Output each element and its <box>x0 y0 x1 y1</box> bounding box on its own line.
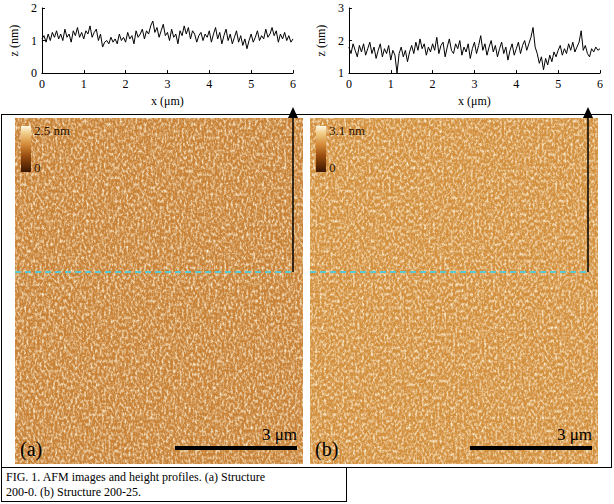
svg-text:x (μm): x (μm) <box>151 94 184 108</box>
svg-text:4: 4 <box>206 77 212 91</box>
svg-text:6: 6 <box>290 77 296 91</box>
svg-text:1: 1 <box>338 66 344 80</box>
svg-text:0: 0 <box>346 77 352 91</box>
svg-text:2.5 nm: 2.5 nm <box>34 123 70 138</box>
svg-text:2: 2 <box>31 1 37 15</box>
svg-text:3.1 nm: 3.1 nm <box>329 123 365 138</box>
svg-text:FIG. 1. AFM images and height: FIG. 1. AFM images and height profiles. … <box>6 470 265 484</box>
svg-text:5: 5 <box>555 77 561 91</box>
svg-text:4: 4 <box>513 77 519 91</box>
svg-text:0: 0 <box>31 66 37 80</box>
svg-text:(b): (b) <box>315 438 338 461</box>
svg-text:1: 1 <box>388 77 394 91</box>
svg-text:0: 0 <box>39 77 45 91</box>
svg-text:0: 0 <box>329 160 336 175</box>
svg-text:x (μm): x (μm) <box>458 94 491 108</box>
svg-text:0: 0 <box>34 160 41 175</box>
svg-text:z (nm): z (nm) <box>7 25 21 57</box>
svg-text:2: 2 <box>338 34 344 48</box>
svg-text:200-0. (b) Structure 200-25.: 200-0. (b) Structure 200-25. <box>6 485 141 499</box>
svg-text:z (nm): z (nm) <box>314 25 328 57</box>
svg-text:1: 1 <box>31 34 37 48</box>
svg-text:6: 6 <box>597 77 603 91</box>
svg-text:3: 3 <box>164 77 170 91</box>
svg-text:3 μm: 3 μm <box>262 425 297 444</box>
svg-text:(a): (a) <box>20 438 42 461</box>
svg-text:1: 1 <box>81 77 87 91</box>
svg-text:2: 2 <box>430 77 436 91</box>
svg-text:3: 3 <box>471 77 477 91</box>
svg-text:3: 3 <box>338 1 344 15</box>
svg-text:3 μm: 3 μm <box>557 425 592 444</box>
svg-text:5: 5 <box>248 77 254 91</box>
svg-text:2: 2 <box>123 77 129 91</box>
